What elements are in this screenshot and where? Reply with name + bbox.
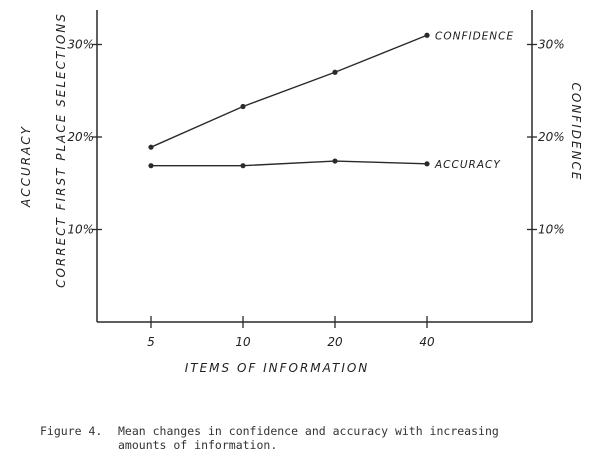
caption-text-line1: Mean changes in confidence and accuracy … (118, 424, 499, 438)
x-axis-title: ITEMS OF INFORMATION (185, 361, 370, 375)
caption-text-line2: amounts of information. (118, 438, 278, 452)
series-label-accuracy: ACCURACY (434, 159, 501, 171)
tick-labels: 5 10 20 40 30% 30% 20% 20% 10% 10% (67, 38, 564, 350)
x-tick-label: 10 (235, 335, 251, 349)
data-point-accuracy (332, 158, 338, 164)
y-tick-label-left: 10% (67, 223, 94, 237)
x-tick-label: 40 (419, 335, 435, 349)
y-tick-label-right: 20% (538, 130, 565, 144)
y-axis-title-correct-first-place: CORRECT FIRST PLACE SELECTIONS (54, 12, 68, 288)
series-label-confidence: CONFIDENCE (435, 30, 514, 42)
data-point-confidence (240, 103, 246, 110)
data-point-accuracy (148, 163, 154, 169)
y-tick-label-right: 10% (538, 223, 565, 237)
series-layer: CONFIDENCE ACCURACY (148, 30, 514, 171)
y-tick-label-left: 30% (67, 38, 94, 52)
data-point-confidence (148, 144, 154, 150)
data-point-confidence (424, 32, 430, 38)
y-axis-title-accuracy: ACCURACY (19, 125, 33, 208)
y-tick-label-left: 20% (67, 130, 94, 144)
data-point-accuracy (240, 163, 246, 169)
chart: 5 10 20 40 30% 30% 20% 20% 10% 10% CONFIDENCE ACCU… (19, 10, 583, 375)
series-line-confidence (150, 34, 428, 148)
data-point-accuracy (424, 161, 430, 167)
y-axis-title-confidence: CONFIDENCE (569, 82, 583, 181)
x-tick-label: 20 (327, 335, 343, 349)
data-point-confidence (332, 69, 338, 75)
x-tick-label: 5 (147, 335, 155, 349)
figure-caption: Figure 4. Mean changes in confidence and … (40, 424, 580, 452)
axis-ticks (92, 43, 537, 328)
caption-number: Figure 4. (40, 424, 103, 438)
series-line-accuracy (151, 160, 428, 167)
y-tick-label-right: 30% (538, 38, 565, 52)
